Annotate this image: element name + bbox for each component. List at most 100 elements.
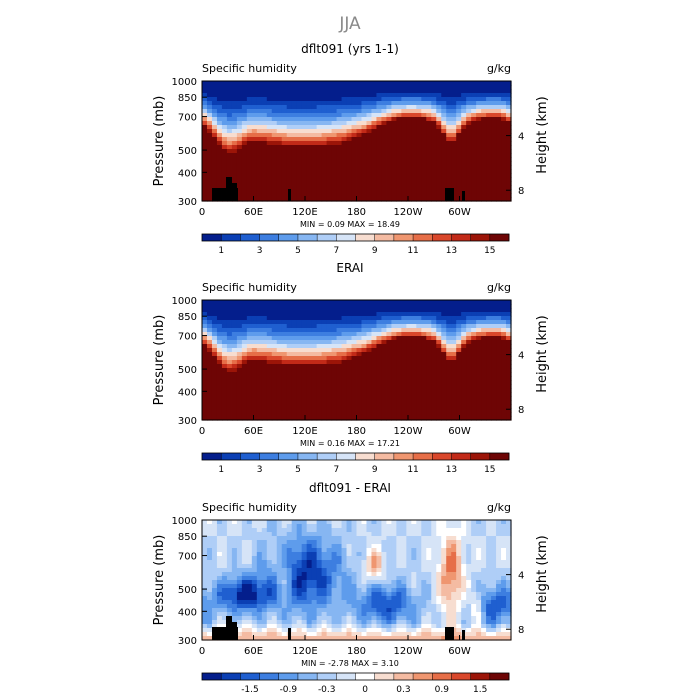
heatmap-cell [271, 584, 278, 589]
heatmap-cell [271, 316, 278, 321]
heatmap-cell [256, 560, 263, 565]
heatmap-cell [291, 165, 298, 170]
heatmap-cell [321, 141, 328, 146]
heatmap-cell [446, 556, 452, 561]
heatmap-cell [456, 332, 462, 337]
heatmap-cell [251, 137, 258, 142]
heatmap-cell [301, 133, 308, 138]
heatmap-cell [256, 129, 263, 134]
heatmap-cell [271, 536, 278, 541]
heatmap-cell [316, 524, 323, 529]
heatmap-cell [306, 97, 313, 102]
colorbar-swatch [432, 453, 452, 460]
heatmap-cell [481, 536, 487, 541]
heatmap-cell [471, 416, 477, 421]
heatmap-cell [336, 536, 343, 541]
heatmap-cell [356, 336, 363, 341]
heatmap-cell [216, 101, 223, 106]
heatmap-cell [476, 157, 482, 162]
heatmap-cell [461, 340, 467, 345]
heatmap-cell [281, 556, 288, 561]
heatmap-cell [231, 368, 238, 373]
heatmap-cell [326, 300, 333, 305]
heatmap-cell [301, 149, 308, 154]
heatmap-cell [226, 580, 233, 585]
heatmap-cell [411, 113, 417, 118]
heatmap-cell [366, 360, 373, 365]
heatmap-cell [476, 312, 482, 317]
heatmap-cell [506, 81, 512, 86]
heatmap-cell [426, 564, 432, 569]
heatmap-cell [346, 97, 353, 102]
heatmap-cell [371, 388, 378, 393]
heatmap-cell [446, 149, 452, 154]
heatmap-cell [381, 300, 387, 305]
heatmap-cell [451, 404, 457, 409]
heatmap-cell [206, 197, 213, 202]
heatmap-cell [306, 520, 313, 525]
heatmap-cell [221, 520, 228, 525]
heatmap-cell [461, 97, 467, 102]
heatmap-cell [441, 556, 447, 561]
heatmap-cell [226, 392, 233, 397]
heatmap-cell [491, 572, 497, 577]
heatmap-cell [371, 328, 378, 333]
heatmap-cell [436, 552, 442, 557]
heatmap-cell [376, 328, 383, 333]
heatmap-cell [266, 540, 273, 545]
heatmap-cell [421, 588, 427, 593]
heatmap-cell [331, 576, 338, 581]
heatmap-cell [356, 412, 363, 417]
heatmap-cell [271, 85, 278, 90]
y-tick-label: 850 [178, 312, 197, 323]
heatmap-cell [396, 572, 402, 577]
heatmap-cell [321, 520, 328, 525]
heatmap-cell [331, 552, 338, 557]
heatmap-cell [331, 332, 338, 337]
heatmap-cell [441, 185, 447, 190]
heatmap-cell [381, 372, 387, 377]
heatmap-cell [371, 540, 378, 545]
heatmap-cell [446, 316, 452, 321]
heatmap-cell [371, 588, 378, 593]
heatmap-cell [261, 388, 268, 393]
heatmap-cell [256, 376, 263, 381]
heatmap-cell [251, 93, 258, 98]
heatmap-cell [441, 189, 447, 194]
heatmap-cell [501, 89, 507, 94]
heatmap-cell [441, 161, 447, 166]
heatmap-cell [396, 141, 402, 146]
heatmap-cell [241, 169, 248, 174]
heatmap-cell [271, 544, 278, 549]
heatmap-cell [426, 412, 432, 417]
heatmap-cell [446, 576, 452, 581]
heatmap-cell [366, 97, 373, 102]
heatmap-cell [386, 85, 392, 90]
heatmap-cell [496, 316, 502, 321]
heatmap-cell [261, 113, 268, 118]
heatmap-cell [416, 572, 422, 577]
heatmap-cell [281, 360, 288, 365]
heatmap-cell [331, 560, 338, 565]
heatmap-cell [246, 141, 253, 146]
heatmap-cell [256, 572, 263, 577]
heatmap-cell [341, 109, 348, 114]
heatmap-cell [286, 165, 293, 170]
colorbar-swatch [355, 453, 375, 460]
heatmap-cell [501, 312, 507, 317]
heatmap-cell [476, 544, 482, 549]
heatmap-cell [211, 173, 218, 178]
heatmap-cell [401, 564, 407, 569]
heatmap-cell [241, 304, 248, 309]
heatmap-cell [261, 344, 268, 349]
heatmap-cell [476, 189, 482, 194]
heatmap-cell [301, 328, 308, 333]
heatmap-cell [431, 161, 437, 166]
heatmap-cell [316, 125, 323, 130]
heatmap-cell [266, 173, 273, 178]
heatmap-cell [491, 105, 497, 110]
heatmap-cell [461, 121, 467, 126]
heatmap-cell [336, 564, 343, 569]
heatmap-cell [456, 584, 462, 589]
heatmap-cell [446, 93, 452, 98]
